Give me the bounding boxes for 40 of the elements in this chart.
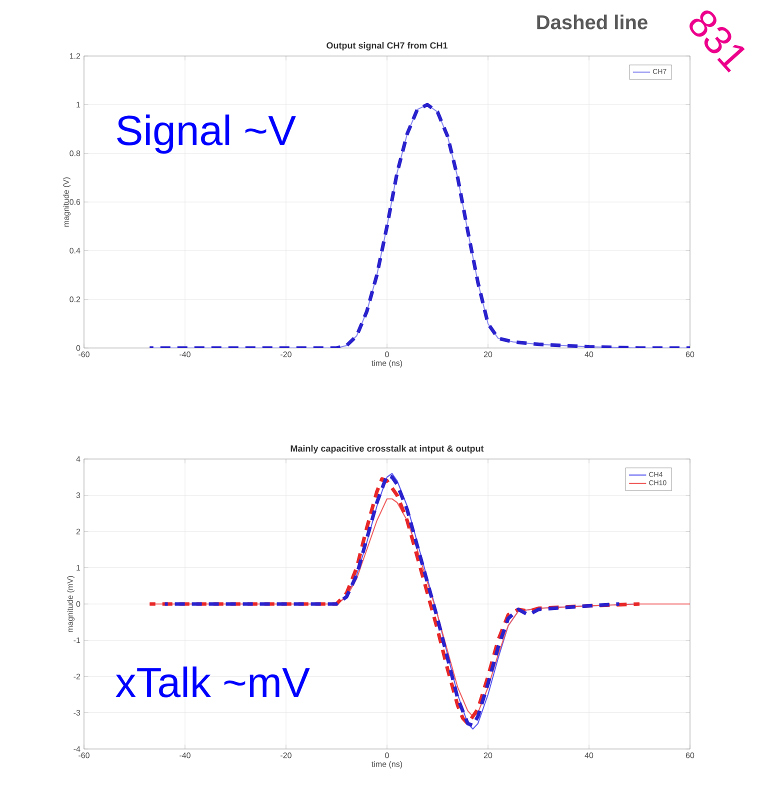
annotation: Signal ~V (117, 114, 296, 154)
x-tick-label: 20 (484, 752, 492, 758)
annotation: xTalk ~mV (116, 666, 310, 698)
chart-title: Mainly capacitive crosstalk at intput & output (290, 445, 484, 454)
y-tick-label: -1 (74, 637, 80, 643)
x-axis-title: time (ns) (372, 360, 402, 368)
y-tick-label: 0.2 (70, 296, 80, 302)
x-tick-label: 0 (385, 352, 389, 358)
y-tick-label: -2 (74, 674, 80, 680)
y-tick-label: 3 (76, 492, 80, 498)
y-axis-title: magnitude (mV) (67, 576, 74, 632)
x-tick-label: 20 (484, 352, 492, 358)
y-tick-label: 0 (76, 345, 80, 351)
y-tick-label: 0.6 (70, 199, 80, 205)
x-tick-label: 60 (686, 752, 694, 758)
annotation: 831 (690, 10, 745, 73)
x-tick-label: -20 (280, 752, 292, 758)
x-tick-label: -60 (78, 752, 90, 758)
x-axis-title: time (ns) (372, 761, 402, 769)
y-tick-label: 0.8 (70, 150, 80, 156)
x-tick-label: 0 (385, 752, 389, 758)
y-tick-label: 1.2 (70, 53, 80, 59)
y-tick-label: 0 (76, 601, 80, 607)
x-tick-label: 60 (686, 352, 694, 358)
x-tick-label: 40 (584, 752, 594, 758)
y-tick-label: 2 (76, 528, 80, 534)
x-tick-label: -40 (180, 352, 190, 358)
x-tick-label: -40 (180, 752, 190, 758)
y-tick-label: -3 (74, 710, 80, 716)
y-tick-label: 1 (76, 102, 80, 108)
y-tick-label: -4 (74, 746, 80, 752)
text: Dashed line (537, 14, 648, 30)
x-tick-label: -60 (78, 352, 90, 358)
y-tick-label: 0.4 (70, 248, 80, 254)
x-tick-label: 40 (584, 352, 594, 358)
y-tick-label: 1 (76, 565, 80, 571)
y-axis-title: magnitude (V) (63, 177, 70, 227)
x-tick-label: -20 (280, 352, 292, 358)
chart-title: Output signal CH7 from CH1 (326, 42, 448, 50)
y-tick-label: 4 (76, 456, 80, 462)
